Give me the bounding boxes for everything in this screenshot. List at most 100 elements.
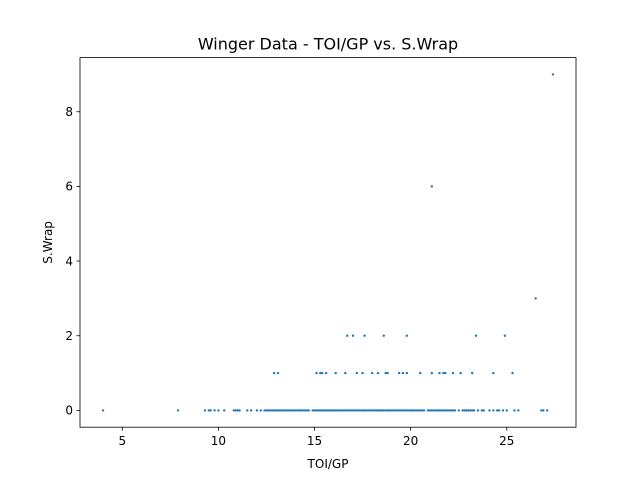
data-point: [336, 409, 339, 412]
data-point: [234, 409, 237, 412]
data-point: [299, 409, 303, 412]
data-point: [303, 409, 307, 412]
x-tick-label: 20: [403, 434, 418, 448]
data-point: [259, 409, 262, 412]
data-point: [315, 371, 318, 375]
data-point: [432, 409, 435, 412]
data-point: [545, 409, 549, 412]
data-point: [311, 409, 314, 412]
data-point: [465, 409, 468, 412]
data-point: [480, 409, 483, 412]
x-tick-label: 5: [118, 434, 126, 448]
data-point: [274, 409, 278, 412]
data-point: [267, 409, 270, 412]
data-point: [415, 409, 418, 412]
data-point: [207, 409, 211, 412]
data-point: [472, 409, 476, 412]
data-point: [470, 409, 474, 412]
y-tick-label: 4: [65, 254, 73, 268]
x-tick-label: 10: [211, 434, 226, 448]
data-point: [365, 409, 368, 412]
chart-title: Winger Data - TOI/GP vs. S.Wrap: [198, 35, 458, 54]
data-point: [340, 409, 343, 412]
data-point: [495, 409, 499, 412]
data-point: [290, 409, 293, 412]
data-point: [492, 371, 495, 375]
x-axis-label: TOI/GP: [307, 457, 349, 471]
data-point: [372, 409, 376, 412]
data-point: [296, 409, 299, 412]
data-point: [359, 409, 362, 412]
data-point: [405, 371, 409, 375]
y-axis-label: S.Wrap: [41, 221, 55, 264]
data-point: [488, 409, 491, 412]
data-point: [428, 409, 432, 412]
data-point: [397, 409, 401, 412]
data-point: [321, 371, 324, 375]
data-point: [319, 371, 322, 375]
data-point: [203, 409, 207, 412]
data-point: [349, 409, 353, 412]
data-point: [176, 409, 180, 412]
data-point: [380, 409, 384, 412]
data-point: [353, 409, 357, 412]
data-point: [249, 409, 253, 412]
data-point: [403, 409, 407, 412]
data-point: [326, 409, 330, 412]
data-point: [347, 409, 351, 412]
data-point: [501, 409, 505, 412]
data-point: [361, 409, 364, 412]
data-point: [271, 409, 274, 412]
data-point: [355, 409, 359, 412]
data-point: [411, 409, 414, 412]
data-point: [440, 409, 443, 412]
data-point: [334, 371, 337, 375]
data-point: [217, 409, 220, 412]
y-tick-label: 2: [65, 329, 73, 343]
data-point: [305, 409, 309, 412]
data-point: [342, 409, 345, 412]
data-point: [376, 371, 380, 375]
data-point: [405, 409, 409, 412]
data-point: [397, 371, 401, 375]
data-point: [278, 409, 282, 412]
data-point: [232, 409, 235, 412]
data-point: [292, 409, 295, 412]
data-point: [457, 409, 460, 412]
data-point: [276, 371, 280, 375]
data-point: [313, 409, 316, 412]
data-point: [263, 409, 266, 412]
data-point: [280, 409, 284, 412]
data-point: [453, 409, 457, 412]
data-point: [401, 409, 405, 412]
data-point: [269, 409, 272, 412]
data-point: [332, 409, 335, 412]
data-point: [422, 409, 426, 412]
data-point: [378, 409, 382, 412]
data-point: [282, 409, 285, 412]
data-point: [382, 334, 385, 337]
y-tick-label: 0: [65, 404, 73, 418]
y-tick-label: 8: [65, 105, 73, 119]
data-point: [419, 409, 422, 412]
data-point: [346, 409, 349, 412]
data-point: [417, 409, 420, 412]
data-point: [294, 409, 297, 412]
data-point: [319, 409, 322, 412]
data-point: [497, 409, 501, 412]
data-point: [388, 409, 391, 412]
data-point: [238, 409, 241, 412]
data-point: [386, 371, 389, 375]
data-point: [469, 409, 472, 412]
data-point: [438, 371, 441, 375]
data-point: [213, 409, 216, 412]
data-point: [474, 334, 478, 337]
data-point: [430, 409, 434, 412]
data-point: [517, 409, 520, 412]
data-point: [394, 409, 397, 412]
data-point: [272, 409, 276, 412]
data-point: [444, 409, 447, 412]
data-point: [255, 409, 259, 412]
